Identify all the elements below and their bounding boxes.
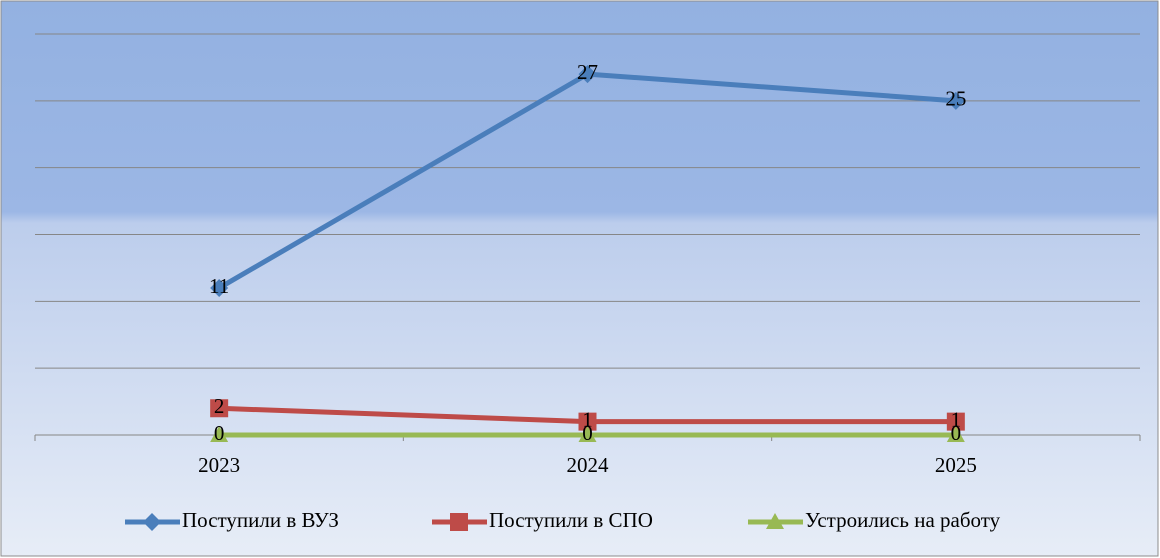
- data-point: [210, 426, 229, 442]
- data-point: [578, 412, 597, 431]
- data-point: [210, 399, 229, 418]
- data-point: [946, 412, 965, 431]
- data-label: 2: [214, 394, 225, 418]
- legend-label: Поступили в СПО: [489, 508, 653, 532]
- data-point: [578, 426, 597, 442]
- legend-marker: [143, 513, 161, 531]
- data-point: [946, 426, 965, 442]
- data-label: 27: [577, 60, 598, 84]
- legend-label: Поступили в ВУЗ: [182, 508, 339, 532]
- data-point: [946, 91, 965, 110]
- data-label: 25: [945, 87, 966, 111]
- data-label: 1: [951, 407, 962, 431]
- x-tick-label: 2023: [198, 453, 240, 477]
- data-label: 0: [214, 421, 225, 445]
- data-label: 11: [209, 274, 229, 298]
- data-label: 1: [582, 407, 593, 431]
- x-tick-label: 2024: [567, 453, 610, 477]
- legend-label: Устроились на работу: [805, 508, 1001, 532]
- data-label: 0: [951, 421, 962, 445]
- data-point: [578, 65, 597, 84]
- legend-marker: [450, 513, 468, 531]
- x-tick-label: 2025: [935, 453, 977, 477]
- data-label: 0: [582, 421, 593, 445]
- legend-marker: [766, 513, 784, 529]
- data-point: [210, 278, 229, 297]
